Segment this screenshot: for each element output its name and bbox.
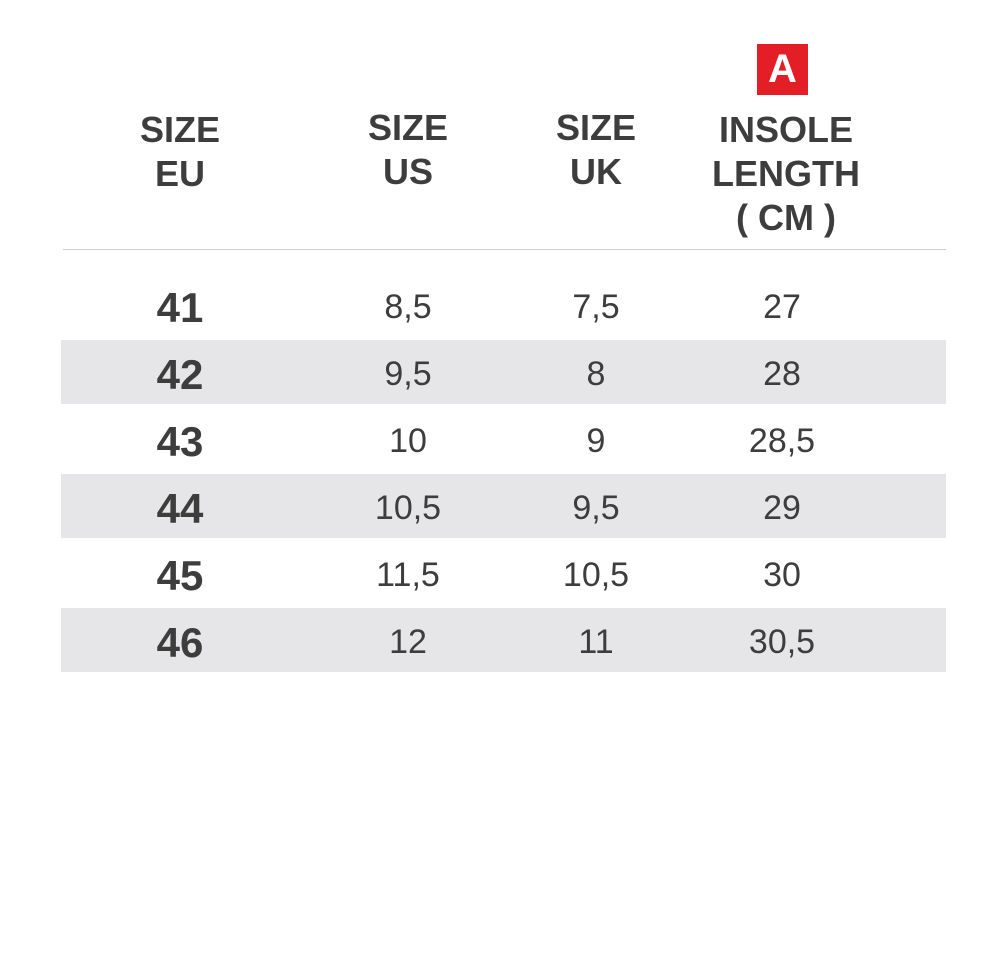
- size-eu-cell: 41: [156, 284, 204, 331]
- table-cell: 9: [586, 422, 606, 460]
- table-cell: 30,5: [748, 623, 816, 661]
- badge: A: [757, 44, 808, 95]
- table-cell: 12: [389, 623, 427, 661]
- header-text: INSOLE: [718, 109, 853, 150]
- table-cell: 29: [763, 489, 801, 527]
- size-eu-cell: 46: [156, 619, 204, 666]
- header-text: EU: [154, 153, 205, 194]
- table-cell: 10,5: [562, 556, 630, 594]
- table-cell: 10: [389, 422, 427, 460]
- header-text: UK: [570, 151, 622, 192]
- table-cell: 8,5: [384, 288, 432, 326]
- header-text: SIZE: [367, 107, 448, 148]
- size-eu-cell: 44: [156, 485, 204, 532]
- row-stripe: [61, 474, 946, 538]
- table-cell: 11,5: [376, 556, 440, 594]
- table-cell: 10,5: [374, 489, 442, 527]
- table-cell: 9,5: [572, 489, 620, 527]
- size-eu-cell: 43: [156, 418, 204, 465]
- table-cell: 8: [586, 355, 606, 393]
- row-stripe: [61, 608, 946, 672]
- divider: [63, 249, 946, 250]
- table-cell: 11: [578, 623, 614, 661]
- table-cell: 27: [763, 288, 801, 326]
- table-cell: 9,5: [384, 355, 432, 393]
- header-text: SIZE: [555, 107, 636, 148]
- header-text: US: [382, 151, 433, 192]
- header-text: LENGTH: [712, 153, 860, 194]
- header-text: SIZE: [139, 109, 220, 150]
- table-cell: 28: [763, 355, 801, 393]
- table-cell: 7,5: [572, 288, 620, 326]
- size-eu-cell: 45: [156, 552, 204, 599]
- table-cell: 28,5: [748, 422, 816, 460]
- header-text: ( CM ): [736, 197, 836, 238]
- table-cell: 30: [763, 556, 801, 594]
- row-stripe: [61, 340, 946, 404]
- size-eu-cell: 42: [156, 351, 204, 398]
